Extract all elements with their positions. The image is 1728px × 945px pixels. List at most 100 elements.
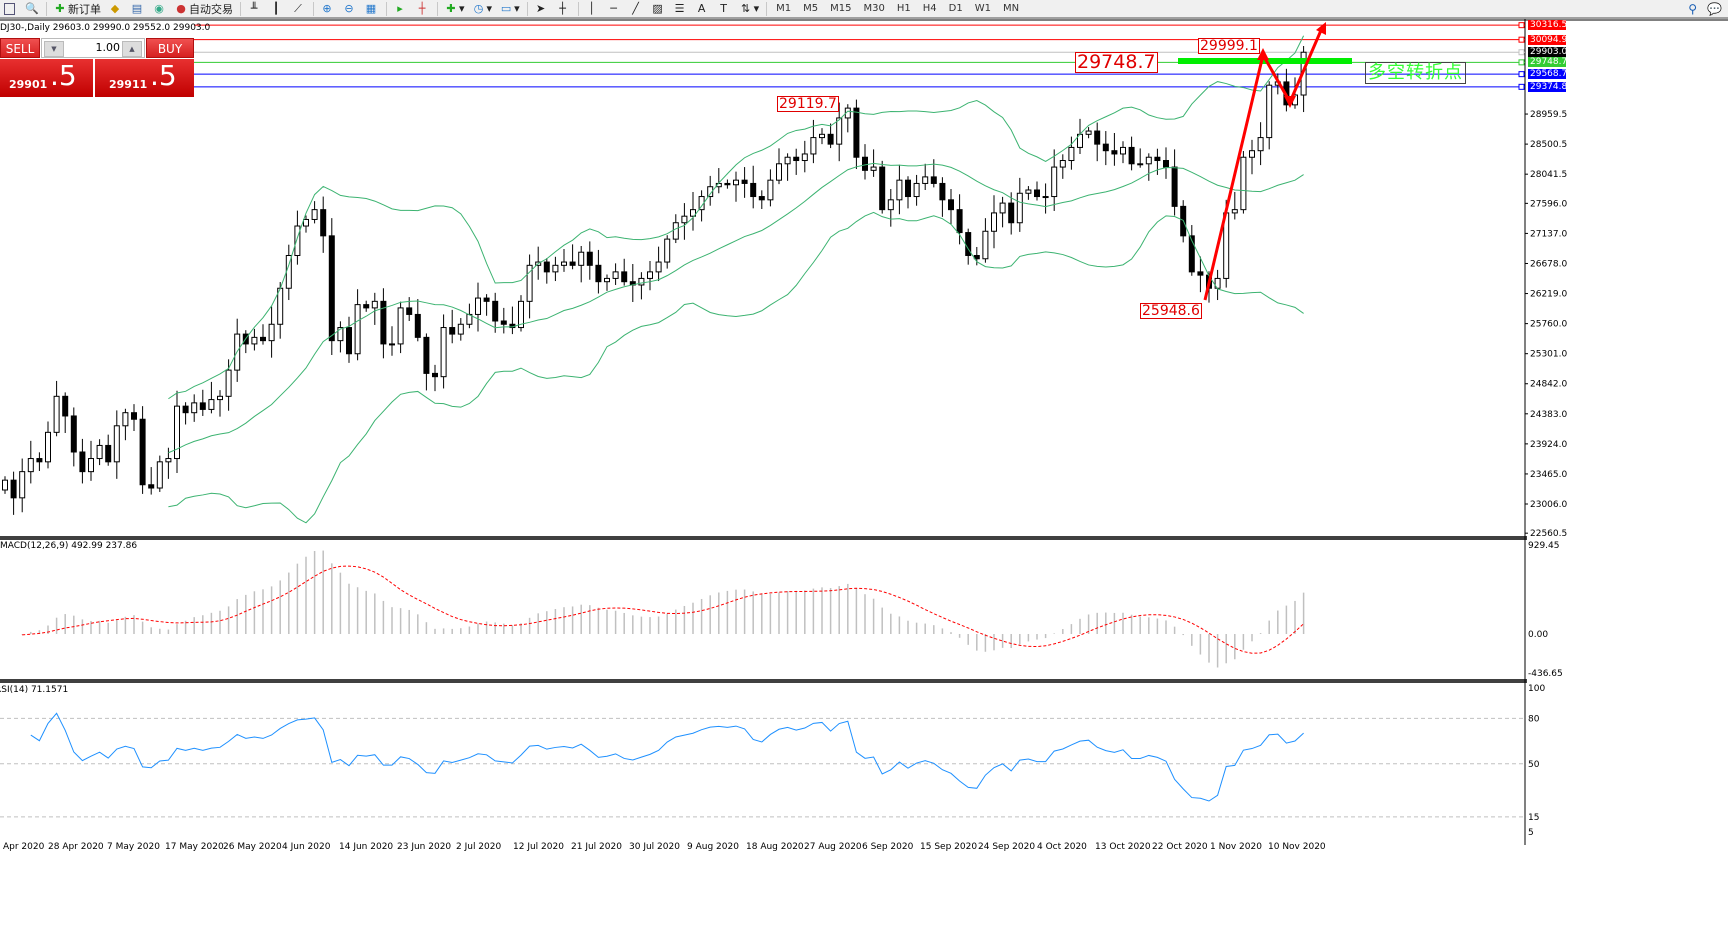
bear-candle: [406, 307, 413, 315]
crosshair-icon[interactable]: ┼: [559, 1, 566, 15]
sell-button[interactable]: SELL: [0, 38, 40, 58]
zoom-window-icon[interactable]: 🔍: [25, 1, 39, 15]
indicators-icon[interactable]: ✚ ▾: [446, 1, 465, 15]
cursor-icon[interactable]: ➤: [535, 1, 546, 15]
timeframe-h4[interactable]: H4: [922, 3, 937, 14]
bear-candle: [36, 458, 43, 463]
bull-candle: [1059, 160, 1066, 168]
bear-candle: [105, 444, 112, 463]
line-chart-icon[interactable]: ⟋: [294, 1, 302, 15]
sell-price-pips: .5: [50, 59, 77, 92]
annotation-high-sep[interactable]: 29119.7: [777, 96, 839, 112]
templates-icon[interactable]: ▭ ▾: [500, 1, 520, 15]
timeframe-m5[interactable]: M5: [803, 3, 819, 14]
bear-candle: [930, 176, 937, 184]
price-tag: 29374.8: [1528, 81, 1568, 92]
trendline-icon[interactable]: ╱: [632, 1, 639, 15]
bear-candle: [1163, 160, 1169, 168]
bear-candle: [543, 261, 550, 273]
chat-icon[interactable]: 💬: [1707, 1, 1722, 16]
auto-trading-button[interactable]: ● 自动交易: [171, 1, 237, 17]
arrows-icon[interactable]: ⇅ ▾: [740, 1, 760, 15]
macd-signal-line: [22, 565, 1304, 654]
chart-shift-icon[interactable]: ┼: [418, 1, 426, 15]
timeframe-h1[interactable]: H1: [896, 3, 911, 14]
one-click-trading-panel: SELL ▼ 1.00 ▲ BUY 29901 .5 29911 .5: [0, 38, 194, 98]
buy-button[interactable]: BUY: [146, 38, 194, 58]
pivot-text-label[interactable]: 多空转折点: [1365, 62, 1466, 84]
timeframe-d1[interactable]: D1: [948, 3, 963, 14]
toolbar-separator: [437, 1, 438, 16]
bull-candle: [440, 327, 447, 378]
timeframe-mn[interactable]: MN: [1002, 3, 1020, 14]
new-order-label: 新订单: [68, 2, 101, 16]
time-axis-label: 9 Aug 2020: [687, 842, 739, 852]
fibonacci-icon[interactable]: ☰: [674, 1, 685, 15]
tile-windows-icon[interactable]: ▦: [365, 1, 377, 15]
time-axis-label: 28 Apr 2020: [48, 842, 104, 852]
history-icon[interactable]: ▤: [131, 1, 143, 15]
text-icon[interactable]: A: [697, 1, 706, 15]
horizontal-line-icon[interactable]: ─: [610, 1, 617, 15]
timeframe-w1[interactable]: W1: [974, 3, 991, 14]
bull-candle: [191, 402, 198, 414]
buy-price-button[interactable]: 29911 .5: [95, 59, 194, 97]
bull-candle: [337, 327, 344, 342]
timeframe-m15[interactable]: M15: [830, 3, 852, 14]
bull-candle: [251, 336, 258, 345]
auto-trading-label: 自动交易: [189, 2, 233, 16]
lot-increase-icon[interactable]: ▲: [122, 41, 142, 57]
bear-candle: [10, 479, 17, 499]
sell-price-button[interactable]: 29901 .5: [0, 59, 93, 97]
annotation-low-oct[interactable]: 25948.6: [1140, 303, 1202, 319]
bull-candle: [999, 202, 1006, 214]
bar-chart-icon[interactable]: ╨: [250, 1, 258, 15]
zoom-in-icon[interactable]: ⊕: [322, 1, 332, 15]
price-axis-label: 26678.0: [1530, 259, 1567, 269]
bull-candle: [767, 179, 774, 201]
lot-size-input[interactable]: ▼ 1.00 ▲: [41, 38, 145, 58]
search-icon[interactable]: ⚲: [1688, 1, 1698, 16]
bear-candle: [724, 182, 731, 186]
bear-candle: [62, 395, 69, 417]
bear-candle: [363, 304, 370, 309]
annotation-high-recent[interactable]: 29999.1: [1198, 38, 1260, 54]
price-tag: 30316.5: [1528, 20, 1568, 31]
price-tag: 29903.0: [1528, 47, 1568, 58]
bull-candle: [389, 343, 395, 346]
equidistant-channel-icon[interactable]: ▨: [652, 1, 663, 15]
price-chart[interactable]: 28959.5 28500.5 28041.5 27596.0 27137.0 26678…: [0, 19, 1728, 845]
auto-scroll-icon[interactable]: ▸: [397, 1, 403, 15]
market-watch-icon[interactable]: ◆: [110, 1, 120, 15]
zoom-out-icon[interactable]: ⊖: [344, 1, 354, 15]
toolbar-separator: [577, 1, 579, 16]
bull-candle: [217, 395, 223, 401]
bull-candle: [1266, 84, 1273, 139]
bear-candle: [328, 235, 335, 342]
price-axis-label: 24383.0: [1530, 410, 1567, 420]
time-axis-label: 14 Jun 2020: [339, 842, 394, 852]
timeframe-m1[interactable]: M1: [776, 3, 792, 14]
text-label-icon[interactable]: T: [720, 1, 727, 15]
annotation-level-main[interactable]: 29748.7: [1075, 51, 1158, 73]
time-axis-label: Apr 2020: [3, 842, 45, 852]
bear-candle: [414, 313, 421, 338]
signals-icon[interactable]: ◉: [154, 1, 164, 15]
price-axis-label: 26219.0: [1530, 290, 1567, 300]
bear-candle: [1034, 189, 1040, 198]
vertical-line-icon[interactable]: │: [588, 1, 595, 15]
candlestick-icon[interactable]: ┃: [272, 1, 280, 15]
lot-value[interactable]: 1.00: [95, 41, 121, 54]
lot-decrease-icon[interactable]: ▼: [44, 41, 64, 57]
bull-candle: [690, 209, 696, 217]
bear-candle: [879, 166, 886, 211]
timeframe-m30[interactable]: M30: [863, 3, 885, 14]
new-order-button[interactable]: ✚ 新订单: [50, 1, 105, 17]
bear-candle: [595, 264, 602, 283]
chart-window-icon[interactable]: [0, 1, 21, 17]
time-axis-label: 6 Sep 2020: [862, 842, 914, 852]
periods-icon[interactable]: ◷ ▾: [473, 1, 493, 15]
bull-candle: [784, 156, 791, 165]
bear-candle: [1111, 150, 1118, 155]
bear-candle: [750, 182, 757, 198]
